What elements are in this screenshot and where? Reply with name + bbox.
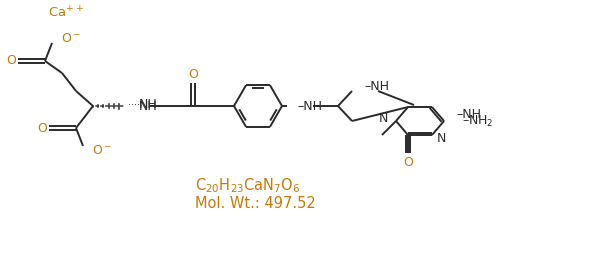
Text: Mol. Wt.: 497.52: Mol. Wt.: 497.52	[195, 197, 316, 211]
Text: O: O	[403, 156, 413, 169]
Text: –NH: –NH	[456, 108, 481, 121]
Text: Ca$^{++}$: Ca$^{++}$	[48, 5, 84, 21]
Text: –NH: –NH	[297, 99, 322, 112]
Text: O$^-$: O$^-$	[61, 32, 81, 44]
Text: C$_{20}$H$_{23}$CaN$_{7}$O$_{6}$: C$_{20}$H$_{23}$CaN$_{7}$O$_{6}$	[195, 177, 300, 195]
Text: N: N	[378, 111, 388, 124]
Text: O: O	[188, 68, 198, 80]
Text: N: N	[437, 133, 447, 145]
Text: NH: NH	[139, 99, 158, 112]
Text: –NH$_2$: –NH$_2$	[462, 114, 493, 129]
Text: O$^-$: O$^-$	[92, 145, 112, 157]
Text: O: O	[37, 122, 47, 134]
Text: O: O	[6, 55, 16, 68]
Text: –NH: –NH	[364, 80, 389, 93]
Text: ····: ····	[128, 100, 140, 110]
Text: NH: NH	[139, 98, 158, 111]
